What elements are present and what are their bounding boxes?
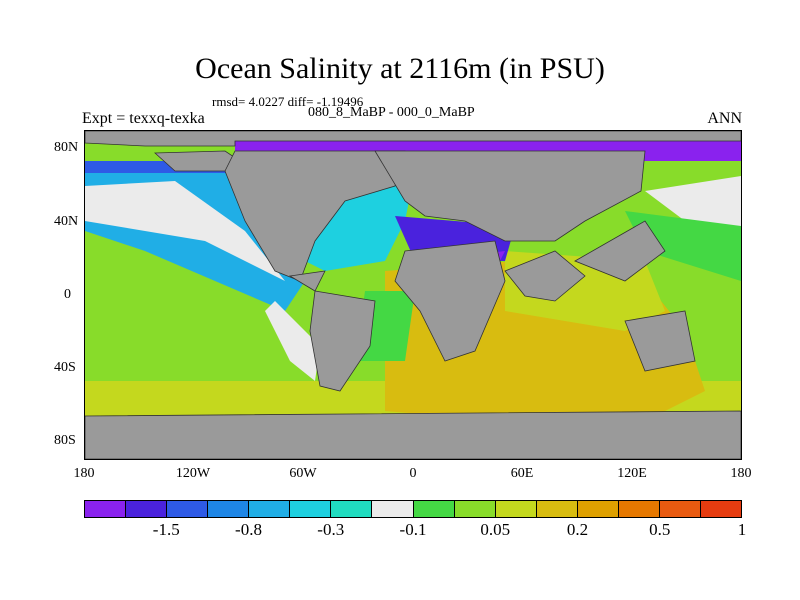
africa (394, 240, 506, 362)
xtick-label: 0 (409, 466, 417, 481)
map-canvas (85, 131, 741, 459)
colorbar-box (167, 501, 209, 517)
central-america (288, 270, 326, 292)
colorbar-label: 0.2 (566, 520, 589, 539)
colorbar-box (208, 501, 250, 517)
colorbar-box (126, 501, 168, 517)
pacific-east-white (645, 176, 741, 236)
stats-label: rmsd= 4.0227 diff= -1.19496 (212, 94, 364, 109)
arctic-land (85, 131, 741, 147)
colorbar-box (413, 501, 455, 517)
ytick-label: 40N (54, 214, 79, 229)
xtick-label: 120E (617, 466, 647, 481)
colorbar-box (372, 501, 414, 517)
colorbar-box (249, 501, 291, 517)
colorbar-box (618, 501, 660, 517)
australia (624, 310, 696, 372)
season-label: ANN (707, 110, 742, 127)
ytick-label: 40S (54, 360, 76, 375)
east-asia (574, 220, 666, 282)
colorbar-box (700, 501, 741, 517)
experiment-label: Expt = texxq-texka (82, 110, 205, 127)
xtick-label: 180 (73, 466, 95, 481)
colorbar-label: -0.1 (399, 520, 427, 539)
colorbar-label: -0.3 (317, 520, 345, 539)
colorbar-box (290, 501, 332, 517)
east-pacific-white (265, 301, 320, 381)
ytick-label: 80S (54, 433, 76, 448)
eurasia (374, 150, 646, 242)
colorbar-label: 0.05 (480, 520, 511, 539)
map-title: Ocean Salinity at 2116m (in PSU) (195, 52, 605, 85)
colorbar-box (495, 501, 537, 517)
colorbar-box (85, 501, 127, 517)
xtick-label: 120W (175, 466, 211, 481)
colorbar-label: 0.5 (649, 520, 671, 539)
xtick-label: 60W (289, 466, 317, 481)
land-masses (85, 131, 741, 459)
antarctica (85, 410, 741, 459)
period-subtitle: 080_8_MaBP - 000_0_MaBP (308, 105, 475, 120)
south-america (309, 290, 376, 392)
colorbar-box (536, 501, 578, 517)
ytick-label: 80N (54, 140, 79, 155)
ytick-label: 0 (64, 287, 71, 302)
xtick-label: 180 (730, 466, 752, 481)
north-pacific-white (85, 181, 285, 281)
colorbar-box (577, 501, 619, 517)
colorbar-box (659, 501, 701, 517)
india (504, 250, 586, 302)
xtick-label: 60E (510, 466, 534, 481)
colorbar-box (454, 501, 496, 517)
colorbar-label: -0.8 (235, 520, 262, 539)
colorbar-box (331, 501, 373, 517)
colorbar-label: 1 (737, 520, 747, 539)
salinity-map (84, 130, 742, 460)
colorbar (84, 500, 742, 518)
pacific-east-green (625, 211, 741, 281)
colorbar-label: -1.5 (152, 520, 180, 539)
